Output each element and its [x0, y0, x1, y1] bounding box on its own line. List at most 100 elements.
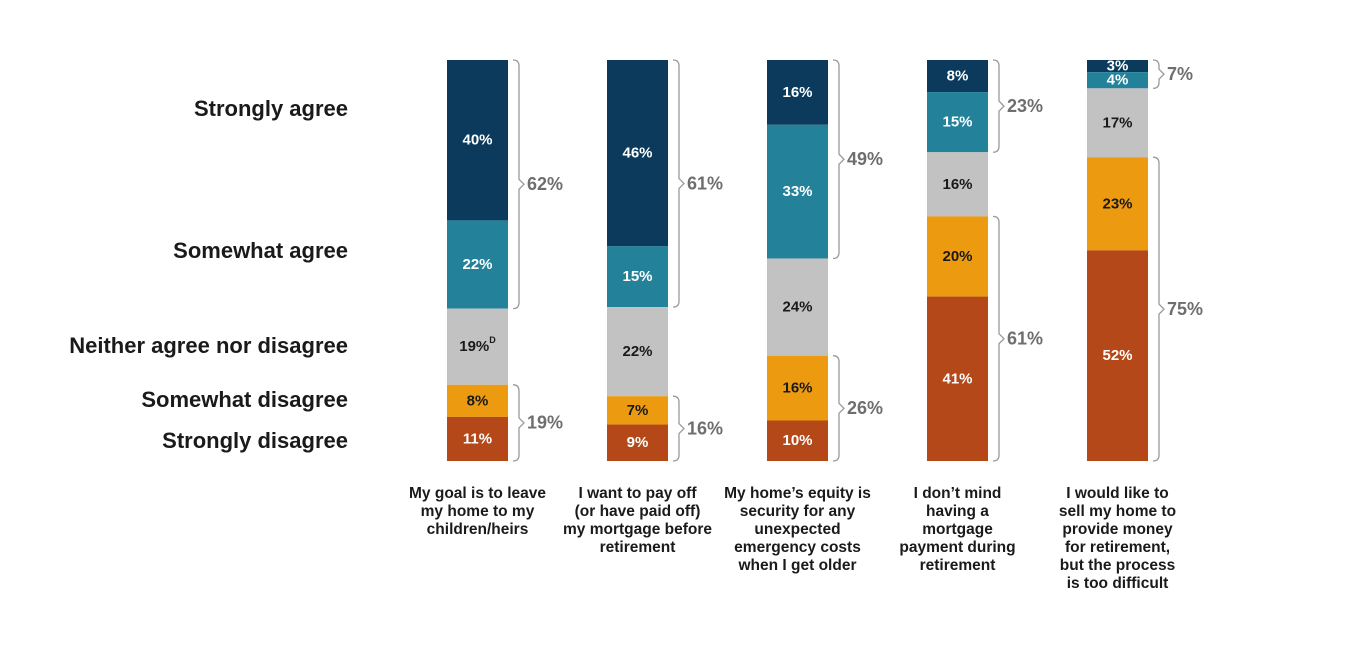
bar-segment [447, 220, 508, 309]
bar-segment [767, 258, 828, 356]
data-label: 9% [627, 434, 649, 451]
bar-segment [607, 60, 668, 247]
disagree-bracket [1152, 156, 1165, 462]
category-label-line: emergency costs [734, 539, 861, 556]
agree-bracket [832, 59, 845, 260]
legend-label: Somewhat agree [173, 238, 348, 263]
category-label-line: having a [926, 503, 989, 520]
data-label: 11% [463, 430, 492, 447]
data-label: 20% [942, 248, 972, 265]
data-label: 8% [467, 392, 489, 409]
category-label-line: I don’t mind [914, 485, 1002, 502]
data-label: 46% [622, 145, 652, 162]
category-label: My home’s equity is security for any unexp… [724, 485, 871, 574]
bar-segment [447, 416, 508, 461]
category-label-line: retirement [600, 539, 676, 556]
disagree-total: 61% [1007, 328, 1043, 348]
bar-segment [927, 216, 988, 297]
bar-segment [607, 424, 668, 461]
category-label-line: when I get older [738, 557, 857, 574]
category-label: I want to pay off (or have paid off) my mo… [563, 485, 712, 556]
disagree-bracket [832, 355, 845, 462]
category-label-line: My home’s equity is [724, 485, 871, 502]
agree-bracket [512, 59, 525, 310]
category-label-line: for retirement, [1065, 539, 1170, 556]
legend-label: Somewhat disagree [141, 387, 348, 412]
agree-total: 7% [1167, 64, 1193, 84]
agree-total: 49% [847, 149, 883, 169]
data-label: 41% [942, 370, 972, 387]
data-label: 3% [1107, 58, 1129, 75]
data-label: 17% [1102, 114, 1132, 131]
disagree-bracket [512, 384, 525, 462]
category-label-line: but the process [1060, 557, 1175, 574]
disagree-total: 75% [1167, 299, 1203, 319]
data-label: 7% [627, 402, 649, 419]
agree-total: 23% [1007, 96, 1043, 116]
category-label-line: security for any [740, 503, 856, 520]
bar-segment [607, 246, 668, 308]
category-label-line: unexpected [754, 521, 840, 538]
data-label: 23% [1102, 195, 1132, 212]
data-label: 10% [782, 432, 812, 449]
category-label: I don’t mind having a mortgage payment duri… [899, 485, 1015, 574]
category-label-line: My goal is to leave [409, 485, 546, 502]
data-label: 52% [1102, 347, 1132, 364]
data-label: 15% [622, 268, 652, 285]
legend-label: Strongly agree [194, 96, 348, 121]
data-label: 4% [1107, 72, 1129, 89]
data-label: 19%D [459, 336, 496, 356]
category-label: My goal is to leave my home to my children… [409, 485, 546, 538]
category-label-line: is too difficult [1067, 575, 1169, 592]
category-label-line: I would like to [1066, 485, 1168, 502]
agree-total: 61% [687, 173, 723, 193]
category-label-line: children/heirs [427, 521, 529, 538]
category-label-line: my home to my [421, 503, 535, 520]
data-label: 40% [462, 132, 492, 149]
category-label: I would like to sell my home to provide mo… [1059, 485, 1176, 592]
data-label: 16% [782, 380, 812, 397]
bar-segment [447, 60, 508, 221]
category-label-line: sell my home to [1059, 503, 1176, 520]
data-label: 15% [942, 114, 972, 131]
category-label-line: mortgage [922, 521, 993, 538]
disagree-bracket [992, 215, 1005, 462]
bar-segment [927, 152, 988, 217]
data-label: 16% [782, 84, 812, 101]
data-label: 8% [947, 68, 969, 85]
disagree-bracket [672, 395, 685, 462]
bar-segment [1087, 157, 1148, 251]
category-label-line: (or have paid off) [575, 503, 701, 520]
disagree-total: 26% [847, 398, 883, 418]
footnote-marker: D [489, 336, 496, 346]
category-label-line: my mortgage before [563, 521, 712, 538]
legend-label: Strongly disagree [162, 428, 348, 453]
agree-bracket [992, 59, 1005, 153]
bar-segment [447, 384, 508, 417]
category-label-line: I want to pay off [579, 485, 698, 502]
agree-bracket [672, 59, 685, 308]
disagree-total: 19% [527, 413, 563, 433]
category-label-line: retirement [920, 557, 996, 574]
data-label: 16% [942, 176, 972, 193]
bar-segment [767, 124, 828, 259]
bar-segment [1087, 60, 1148, 73]
legend-label: Neither agree nor disagree [69, 333, 348, 358]
bar-segment [607, 396, 668, 425]
bar-segment [767, 420, 828, 461]
bar-segment [447, 308, 508, 385]
bar-segment [927, 92, 988, 153]
agree-total: 62% [527, 174, 563, 194]
category-label-line: provide money [1062, 521, 1173, 538]
data-label: 22% [622, 343, 652, 360]
bar-segment [1087, 250, 1148, 461]
bar-segment [767, 60, 828, 125]
bar-segment [927, 296, 988, 461]
bar-segment [607, 307, 668, 397]
data-label: 24% [782, 299, 812, 316]
category-label-line: payment during [899, 539, 1015, 556]
agree-bracket [1152, 59, 1165, 90]
bar-segment [927, 60, 988, 93]
bar-segment [1087, 72, 1148, 89]
